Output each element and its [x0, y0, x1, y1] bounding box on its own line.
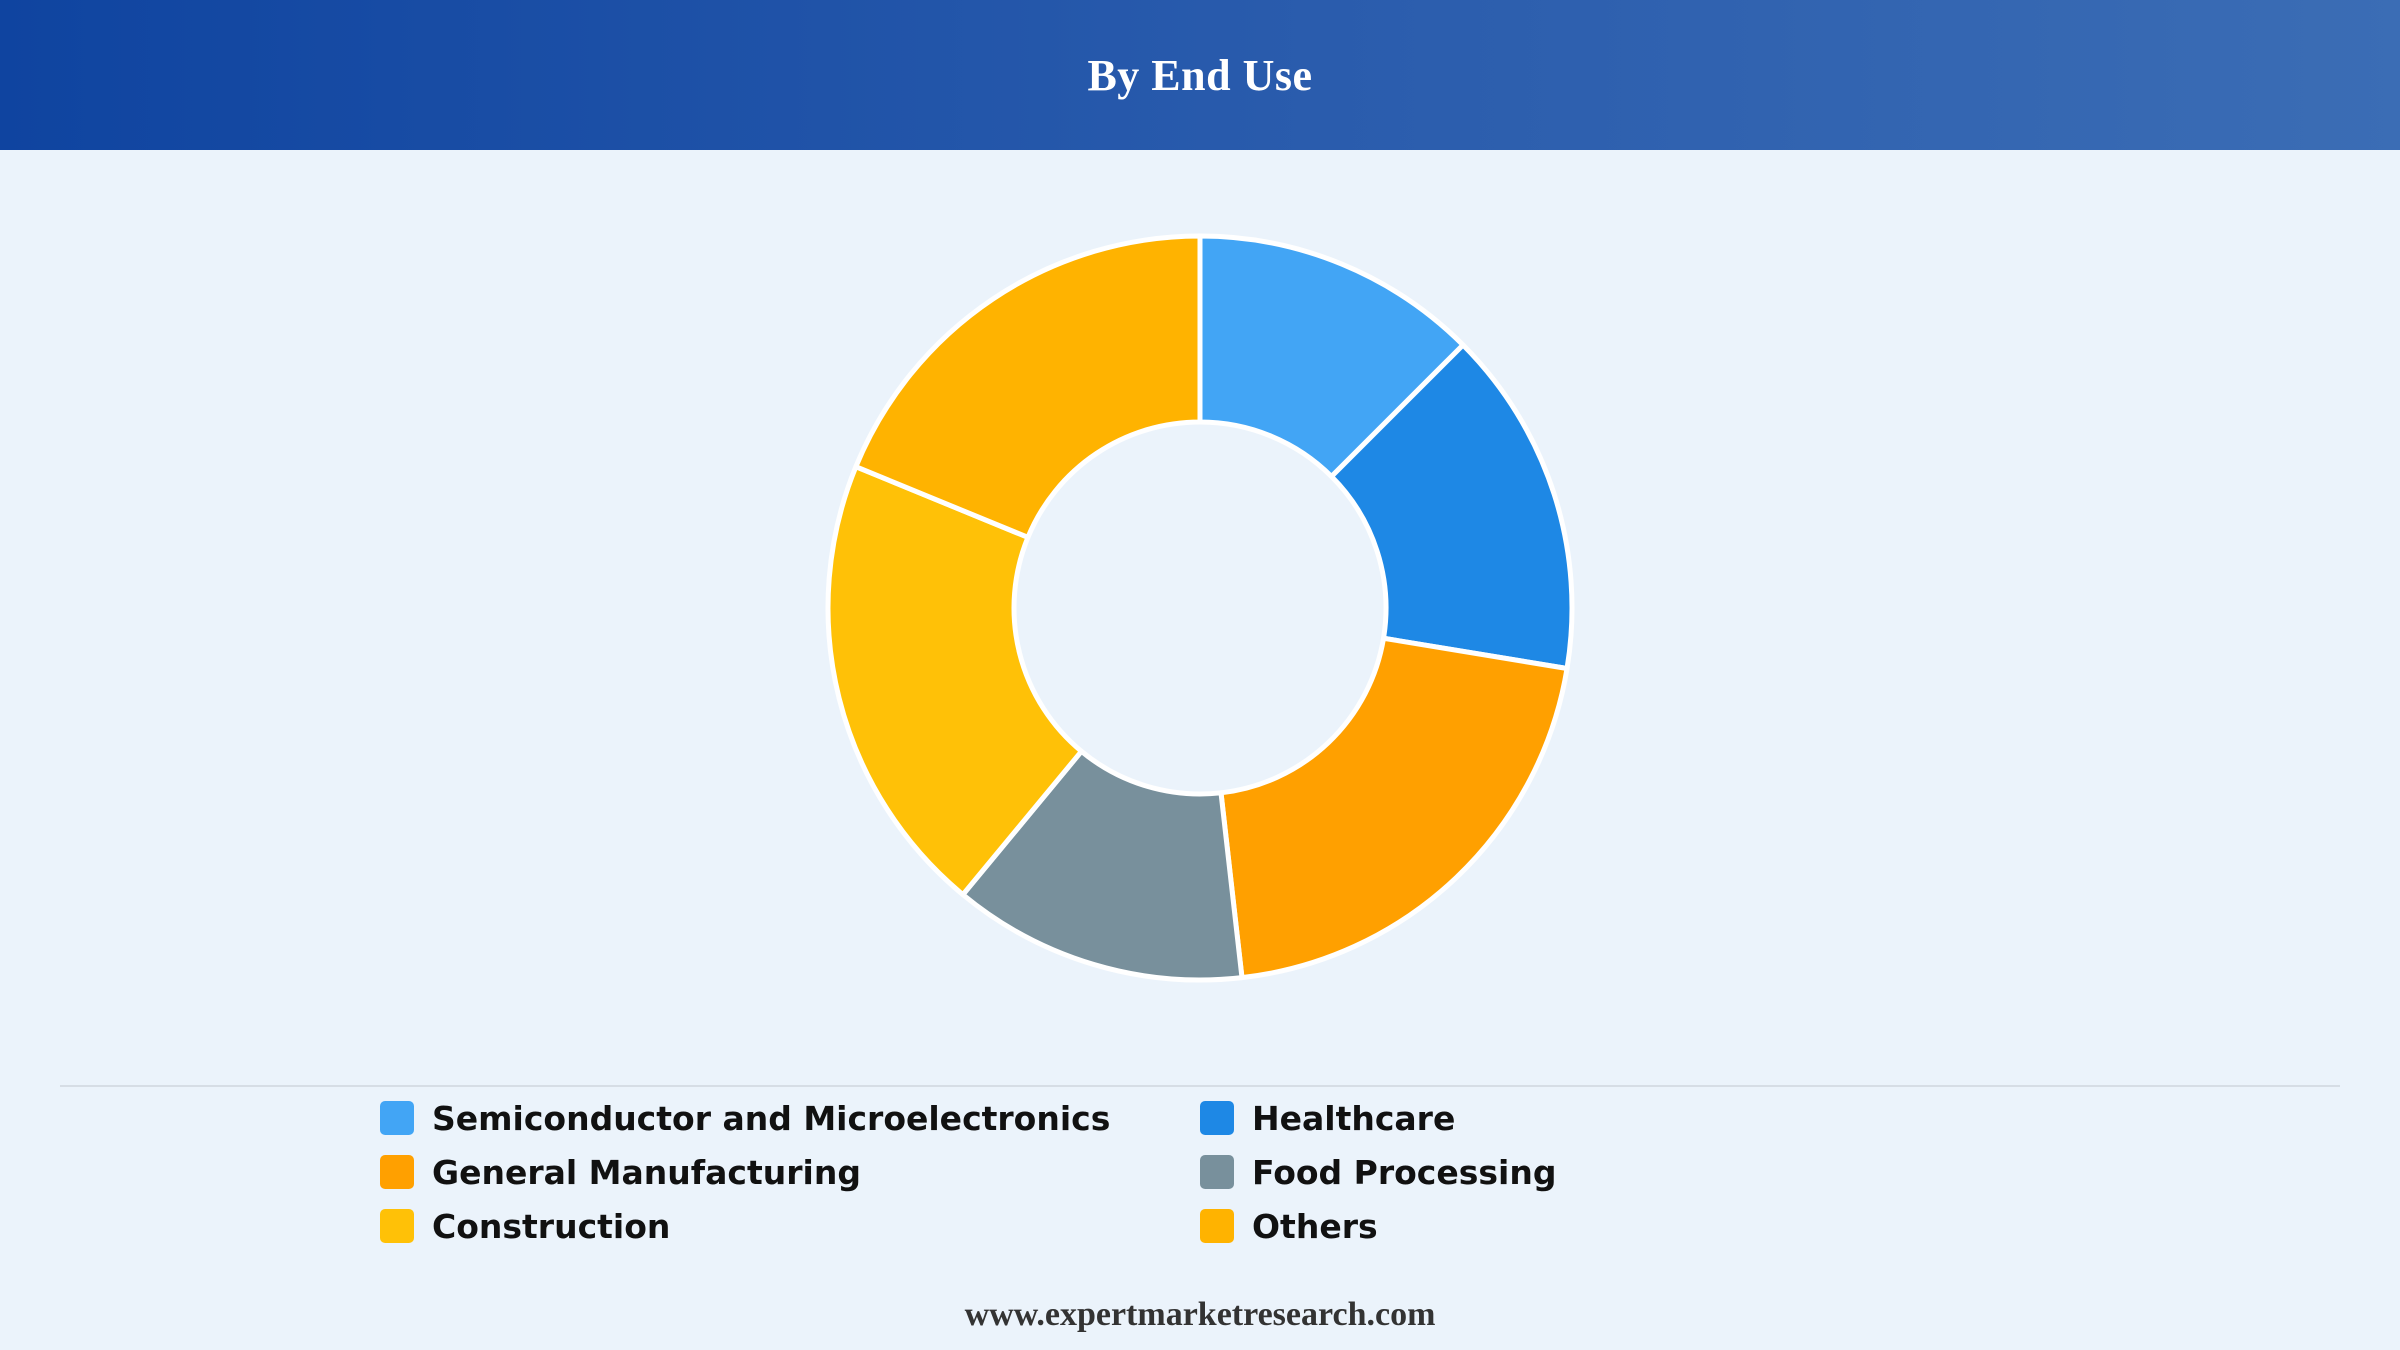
donut-slice-semiconductor-and-microelectronics — [1197, 233, 1466, 479]
legend-label: Others — [1252, 1206, 1378, 1246]
donut-slice-healthcare — [1329, 342, 1575, 672]
donut-slice-food-processing — [960, 748, 1245, 983]
legend-label: Healthcare — [1252, 1098, 1456, 1138]
legend-swatch — [380, 1101, 414, 1135]
legend-swatch — [1200, 1155, 1234, 1189]
legend-item-construction: Construction — [380, 1206, 1200, 1246]
chart-title: By End Use — [1087, 50, 1313, 100]
legend-label: General Manufacturing — [432, 1152, 861, 1192]
source-footer: www.expertmarketresearch.com — [964, 1296, 1436, 1333]
legend-swatch — [380, 1155, 414, 1189]
legend-label: Construction — [432, 1206, 671, 1246]
chart-area — [0, 150, 2400, 1080]
chart-legend: Semiconductor and Microelectronics Health… — [380, 1098, 1680, 1246]
donut-slice-construction — [825, 464, 1084, 898]
legend-swatch — [1200, 1209, 1234, 1243]
legend-item-general-manufacturing: General Manufacturing — [380, 1152, 1200, 1192]
legend-swatch — [1200, 1101, 1234, 1135]
donut-chart — [825, 233, 1575, 983]
legend-label: Food Processing — [1252, 1152, 1557, 1192]
legend-item-others: Others — [1200, 1206, 1680, 1246]
chart-header: By End Use — [0, 0, 2400, 150]
legend-item-healthcare: Healthcare — [1200, 1098, 1680, 1138]
legend-swatch — [380, 1209, 414, 1243]
donut-slice-general-manufacturing — [1218, 635, 1570, 981]
legend-label: Semiconductor and Microelectronics — [432, 1098, 1111, 1138]
donut-slice-others — [853, 233, 1203, 540]
legend-divider — [60, 1085, 2340, 1087]
legend-item-semiconductor-and-microelectronics: Semiconductor and Microelectronics — [380, 1098, 1200, 1138]
legend-item-food-processing: Food Processing — [1200, 1152, 1680, 1192]
